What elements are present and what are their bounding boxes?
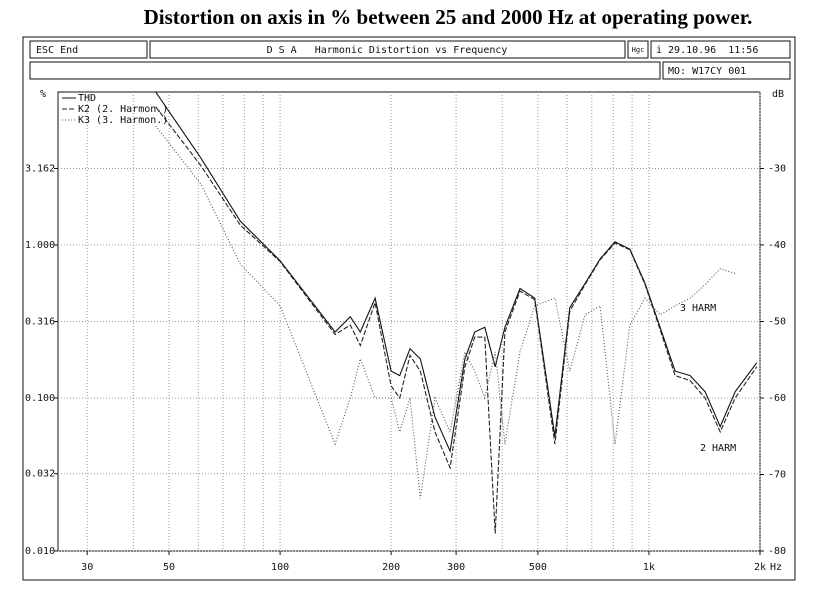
y-tick-label: 0.010 — [25, 546, 55, 557]
legend-label: THD — [78, 93, 96, 104]
x-tick-label: 200 — [382, 562, 400, 573]
y2-unit: dB — [772, 89, 784, 100]
x-tick-label: 300 — [447, 562, 465, 573]
escape-label: ESC End — [36, 45, 78, 56]
x-tick-label: 30 — [81, 562, 93, 573]
series-line — [155, 92, 758, 454]
y-tick-label: 1.000 — [25, 240, 55, 251]
x-tick-label: 1k — [643, 562, 655, 573]
y2-tick-label: -70 — [768, 470, 786, 481]
y-unit: % — [40, 89, 46, 100]
program-box — [149, 40, 626, 59]
series-line — [155, 125, 736, 499]
legend-label: K3 (3. Harmon.) — [78, 115, 168, 126]
x-tick-label: 100 — [271, 562, 289, 573]
y-tick-label: 0.032 — [25, 469, 55, 480]
escape-box[interactable] — [29, 40, 148, 59]
y2-tick-label: -40 — [768, 240, 786, 251]
window-frame — [22, 36, 796, 581]
x-unit: Hz — [770, 562, 782, 573]
heading: Distortion on axis in % between 25 and 2… — [144, 5, 753, 29]
series-line — [155, 106, 758, 534]
y-tick-label: 3.162 — [25, 164, 55, 175]
annotation: 3 HARM — [680, 303, 716, 314]
model-label: MO: W17CY 001 — [668, 66, 746, 77]
date-box — [650, 40, 791, 59]
y2-tick-label: -80 — [768, 546, 786, 557]
y2-tick-label: -30 — [768, 164, 786, 175]
program-label: D S A Harmonic Distortion vs Frequency — [267, 45, 508, 56]
plot: 0.010 0.032 0.100 0.316 1.000 3.162 -80 -70 -60 -… — [25, 89, 786, 573]
input-box[interactable] — [29, 61, 661, 80]
date-label: i 29.10.96 11:56 — [656, 45, 758, 56]
annotation: 2 HARM — [700, 443, 736, 454]
y-tick-label: 0.100 — [25, 393, 55, 404]
y2-tick-label: -60 — [768, 393, 786, 404]
x-tick-label: 2k — [754, 562, 766, 573]
legend-label: K2 (2. Harmon.) — [78, 104, 168, 115]
y-tick-label: 0.316 — [25, 317, 55, 328]
model-box — [662, 61, 791, 80]
x-tick-label: 50 — [163, 562, 175, 573]
y2-tick-label: -50 — [768, 317, 786, 328]
icon-box[interactable] — [627, 40, 649, 59]
icon-label: Hgc — [632, 46, 645, 54]
x-tick-label: 500 — [529, 562, 547, 573]
